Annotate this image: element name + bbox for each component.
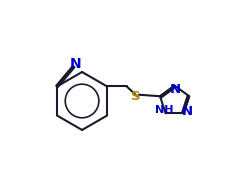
Text: S: S	[131, 90, 141, 103]
Text: NH: NH	[155, 105, 173, 115]
Text: N: N	[181, 105, 193, 118]
Text: N: N	[169, 83, 180, 96]
Text: N: N	[70, 57, 81, 71]
